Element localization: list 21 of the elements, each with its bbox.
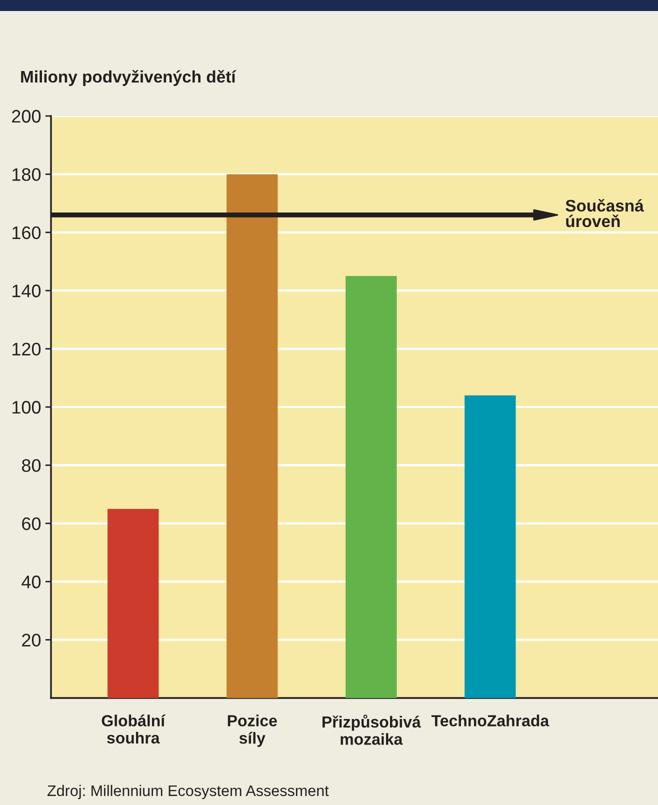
y-tick-label: 60 [22,517,41,530]
x-tick-label: Pozice síly [228,714,277,747]
y-tick-label: 20 [22,634,41,647]
bar [108,508,159,698]
text: Zdroj: Millennium Ecosystem Assessment [47,784,329,800]
x-tick-label: TechnoZahrada [431,714,550,726]
y-tick-label: 40 [22,576,41,588]
y-axis-title: Miliony podvyživených dětí [21,70,236,86]
y-tick-label: 120 [12,342,41,356]
y-tick-label: 200 [12,110,41,123]
y-tick-label: 160 [12,226,41,240]
bar [346,276,397,698]
y-tick-label: 100 [12,400,41,414]
y-tick-label: 140 [12,284,41,298]
x-tick-label: Přizpůsobivá mozaika [322,714,421,745]
bar [226,174,278,698]
x-tick-label: Globální souhra [102,714,166,744]
y-tick-label: 180 [12,168,41,181]
ref-line-label: Současná úroveň [566,199,644,228]
y-tick-label: 80 [22,459,41,472]
bar [464,395,516,698]
